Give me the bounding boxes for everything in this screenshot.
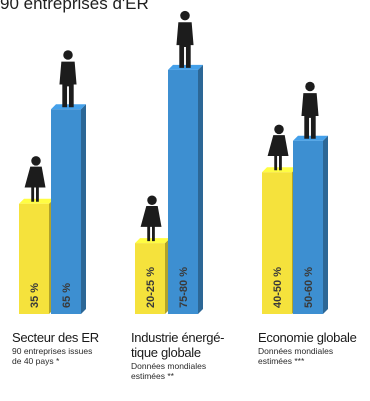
bar-top: [293, 135, 328, 141]
category-label: Industrie énergé-: [131, 330, 225, 345]
bar-value-label: 35 %: [29, 283, 41, 308]
bar-side: [198, 64, 203, 314]
bar-value-label: 40-50 %: [272, 267, 284, 308]
bar: [168, 69, 198, 314]
bar-value-label: 75-80 %: [178, 267, 190, 308]
bar-side: [323, 135, 328, 314]
bar-value-label: 50-60 %: [303, 267, 315, 308]
category-note: de 40 pays *: [12, 356, 60, 366]
category-note: estimées ***: [258, 356, 305, 366]
bars-layer: 35 % 20-25 % 40-50 % 65 % 75-80 % 50-60 %: [19, 10, 328, 314]
bar: [293, 140, 323, 314]
category-note: estimées **: [131, 371, 174, 381]
bar: [135, 243, 165, 314]
man-figure-icon: [176, 10, 194, 68]
header-text: 90 entreprises d'ER: [0, 0, 149, 13]
man-figure-icon: [59, 50, 77, 108]
woman-figure-icon: [267, 124, 289, 171]
woman-figure-icon: [140, 195, 162, 242]
category-note: Données mondiales: [131, 361, 207, 371]
category-note: Données mondiales: [258, 346, 334, 356]
bar-top: [168, 64, 203, 70]
bar-value-label: 20-25 %: [145, 267, 157, 308]
bar: [19, 203, 49, 314]
bar-top: [51, 104, 86, 110]
category-label: Secteur des ER: [12, 330, 99, 345]
bar-side: [81, 104, 86, 314]
bar: [262, 172, 292, 314]
man-figure-icon: [301, 81, 319, 139]
woman-figure-icon: [24, 156, 46, 202]
category-label: tique globale: [131, 345, 201, 360]
bar: [51, 109, 81, 314]
category-note: 90 entreprises issues: [12, 346, 93, 356]
category-label: Economie globale: [258, 330, 357, 345]
bar-value-label: 65 %: [61, 283, 73, 308]
